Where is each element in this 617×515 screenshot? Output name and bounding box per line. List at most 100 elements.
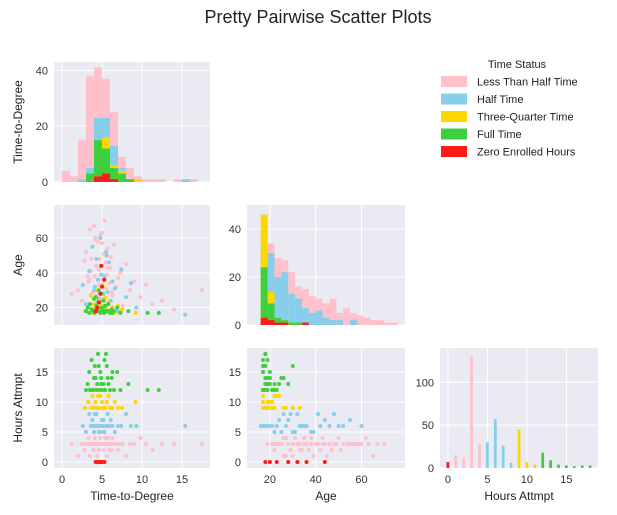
scatter-point-less-than-half-time xyxy=(306,448,311,452)
tick-label-y: 20 xyxy=(36,303,48,315)
scatter-point-half-time xyxy=(110,279,115,284)
scatter-point-full-time xyxy=(96,364,101,368)
hist-bar-less-than-half-time xyxy=(158,179,166,182)
scatter-point-less-than-half-time xyxy=(93,237,98,242)
scatter-point-full-time xyxy=(85,305,90,310)
scatter-point-three-quarter-time xyxy=(90,394,95,398)
scatter-point-less-than-half-time xyxy=(103,286,108,291)
panel-2-0-background xyxy=(54,348,210,468)
scatter-point-full-time xyxy=(281,376,286,380)
scatter-point-less-than-half-time xyxy=(325,454,330,458)
hist-bar-zero-enrolled-hours xyxy=(301,322,309,325)
legend-title: Time Status xyxy=(488,59,547,71)
tick-label-y: 0 xyxy=(428,463,434,475)
scatter-point-less-than-half-time xyxy=(116,276,120,281)
scatter-point-half-time xyxy=(108,418,113,422)
scatter-point-less-than-half-time xyxy=(88,454,92,458)
scatter-point-half-time xyxy=(99,272,104,277)
scatter-point-three-quarter-time xyxy=(112,400,117,404)
hist-bar-less-than-half-time xyxy=(78,140,86,182)
legend-label-zero-enrolled-hours: Zero Enrolled Hours xyxy=(477,147,576,159)
scatter-point-less-than-half-time xyxy=(304,442,309,446)
scatter-point-three-quarter-time xyxy=(96,406,101,410)
scatter-point-full-time xyxy=(110,370,115,374)
scatter-point-full-time xyxy=(99,376,104,380)
scatter-point-less-than-half-time xyxy=(311,454,316,458)
hist-bar-full-time xyxy=(86,173,94,182)
hist-bar-less-than-half-time xyxy=(322,303,330,325)
hist-bar-less-than-half-time xyxy=(174,179,182,182)
scatter-point-half-time xyxy=(261,424,266,428)
hist-bar-half-time xyxy=(301,308,309,325)
tick-label-y: 15 xyxy=(36,367,48,379)
tick-label-x: 60 xyxy=(355,474,367,486)
scatter-point-less-than-half-time xyxy=(364,436,369,440)
tick-label-y: 0 xyxy=(42,177,48,189)
hist-bar-full-time xyxy=(102,148,110,182)
scatter-point-half-time xyxy=(95,424,100,428)
tick-label-x: 5 xyxy=(484,474,490,486)
scatter-point-full-time xyxy=(102,358,107,362)
tick-label-y: 5 xyxy=(42,427,48,439)
scatter-point-less-than-half-time xyxy=(88,227,92,232)
scatter-point-three-quarter-time xyxy=(261,400,266,404)
hist-bar-three-quarter-time xyxy=(525,462,529,468)
scatter-point-full-time xyxy=(156,388,161,392)
tick-label-y: 40 xyxy=(229,224,241,236)
scatter-point-half-time xyxy=(124,295,128,300)
scatter-point-half-time xyxy=(293,430,298,434)
scatter-point-full-time xyxy=(261,370,266,374)
scatter-point-zero-enrolled-hours xyxy=(322,460,327,464)
scatter-point-less-than-half-time xyxy=(160,442,164,446)
hist-bar-full-time xyxy=(260,267,268,325)
scatter-point-zero-enrolled-hours xyxy=(93,309,98,314)
scatter-point-half-time xyxy=(84,430,88,434)
scatter-point-less-than-half-time xyxy=(172,442,176,446)
scatter-point-less-than-half-time xyxy=(350,442,355,446)
scatter-point-less-than-half-time xyxy=(329,448,334,452)
scatter-point-full-time xyxy=(290,364,295,368)
scatter-point-less-than-half-time xyxy=(109,289,114,294)
scatter-point-half-time xyxy=(100,424,105,428)
scatter-point-half-time xyxy=(102,274,107,279)
scatter-point-three-quarter-time xyxy=(272,394,277,398)
scatter-point-less-than-half-time xyxy=(116,448,120,452)
tick-label-y: 20 xyxy=(36,121,48,133)
scatter-point-full-time xyxy=(84,309,88,314)
scatter-point-full-time xyxy=(126,309,131,314)
scatter-point-less-than-half-time xyxy=(138,436,143,440)
scatter-point-full-time xyxy=(112,388,116,392)
hist-bar-full-time xyxy=(110,168,118,182)
scatter-point-half-time xyxy=(359,424,364,428)
legend-swatch-three-quarter-time xyxy=(441,111,467,122)
scatter-point-less-than-half-time xyxy=(332,442,337,446)
scatter-point-half-time xyxy=(119,267,124,272)
tick-label-y: 60 xyxy=(36,233,48,245)
scatter-point-zero-enrolled-hours xyxy=(263,460,268,464)
scatter-point-less-than-half-time xyxy=(120,303,125,308)
scatter-point-half-time xyxy=(94,256,99,261)
tick-label-y: 40 xyxy=(36,65,48,77)
hist-bar-less-than-half-time xyxy=(377,320,385,325)
hist-bar-full-time xyxy=(557,464,560,468)
scatter-point-half-time xyxy=(80,424,85,428)
scatter-point-less-than-half-time xyxy=(338,448,343,452)
legend-label-three-quarter-time: Three-Quarter Time xyxy=(477,112,574,124)
scatter-point-three-quarter-time xyxy=(133,310,138,315)
hist-bar-zero-enrolled-hours xyxy=(102,173,110,182)
scatter-point-full-time xyxy=(90,388,95,392)
panel-2-2: 0 50 100 0 5 10 15 Hours Attmpt xyxy=(416,348,598,503)
hist-bar-less-than-half-time xyxy=(363,317,371,325)
scatter-point-half-time xyxy=(288,412,293,416)
scatter-point-full-time xyxy=(92,364,97,368)
hist-bar-zero-enrolled-hours xyxy=(110,179,118,182)
scatter-point-half-time xyxy=(327,424,332,428)
scatter-point-full-time xyxy=(110,310,115,315)
scatter-point-less-than-half-time xyxy=(105,265,110,270)
hist-bar-less-than-half-time xyxy=(308,296,316,325)
hist-bar-zero-enrolled-hours xyxy=(267,320,275,325)
scatter-point-half-time xyxy=(92,284,97,289)
scatter-point-less-than-half-time xyxy=(105,246,110,251)
tick-label-x: 10 xyxy=(136,474,148,486)
scatter-point-zero-enrolled-hours xyxy=(304,460,309,464)
